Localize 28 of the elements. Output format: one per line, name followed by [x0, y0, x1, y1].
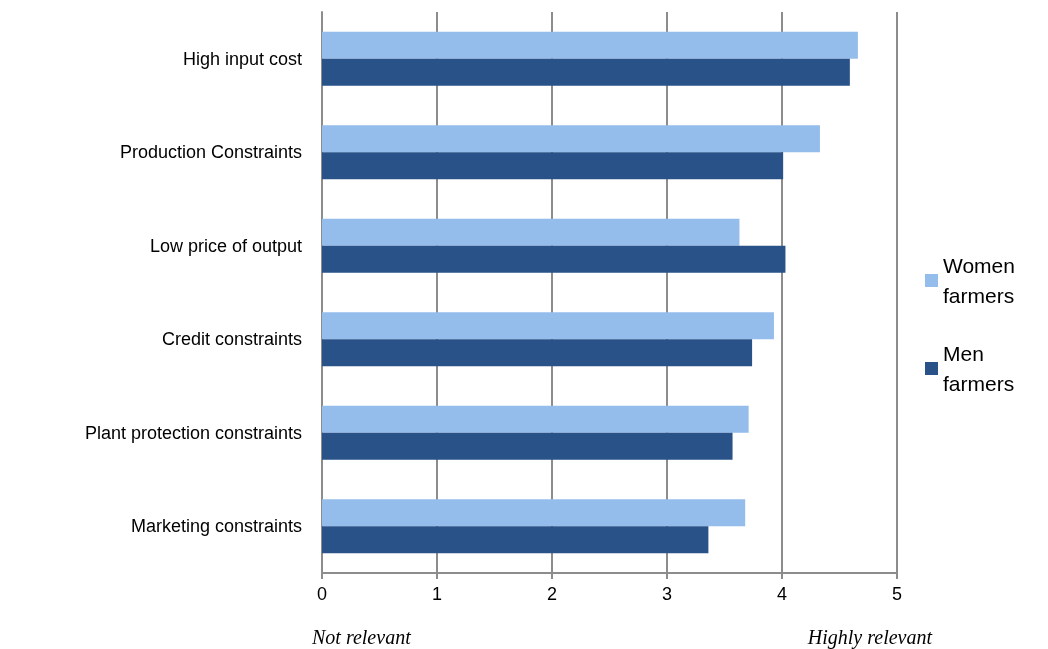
- legend-label: Women farmers: [943, 254, 1021, 307]
- x-tick-label: 1: [431, 584, 443, 604]
- y-tick-label: Plant protection constraints: [84, 422, 302, 443]
- y-tick-label: Marketing constraints: [130, 516, 302, 537]
- x-tick-label: 4: [776, 584, 788, 604]
- bar: [322, 218, 740, 246]
- x-tick-label: 3: [661, 584, 673, 604]
- bar: [322, 312, 774, 340]
- x-tick-label: 5: [891, 584, 903, 604]
- bar: [322, 432, 733, 460]
- y-tick-label: High input cost: [182, 48, 302, 69]
- legend-label: Men farmers: [943, 342, 1015, 395]
- bar: [322, 152, 784, 180]
- y-tick-label: Production Constraints: [119, 142, 302, 163]
- x-tick-label: 0: [316, 584, 328, 604]
- bar: [322, 245, 786, 273]
- bar: [322, 499, 746, 527]
- text: Highly relevant: [806, 626, 933, 649]
- bar: [322, 58, 850, 86]
- bar: [322, 339, 753, 367]
- bar: [322, 31, 858, 59]
- text: Not relevant: [311, 626, 412, 648]
- x-tick-label: 2: [546, 584, 558, 604]
- bar: [322, 405, 749, 433]
- y-tick-label: Low price of output: [149, 235, 302, 256]
- bar: [322, 125, 820, 153]
- y-tick-label: Credit constraints: [161, 329, 302, 350]
- bar: [322, 526, 709, 554]
